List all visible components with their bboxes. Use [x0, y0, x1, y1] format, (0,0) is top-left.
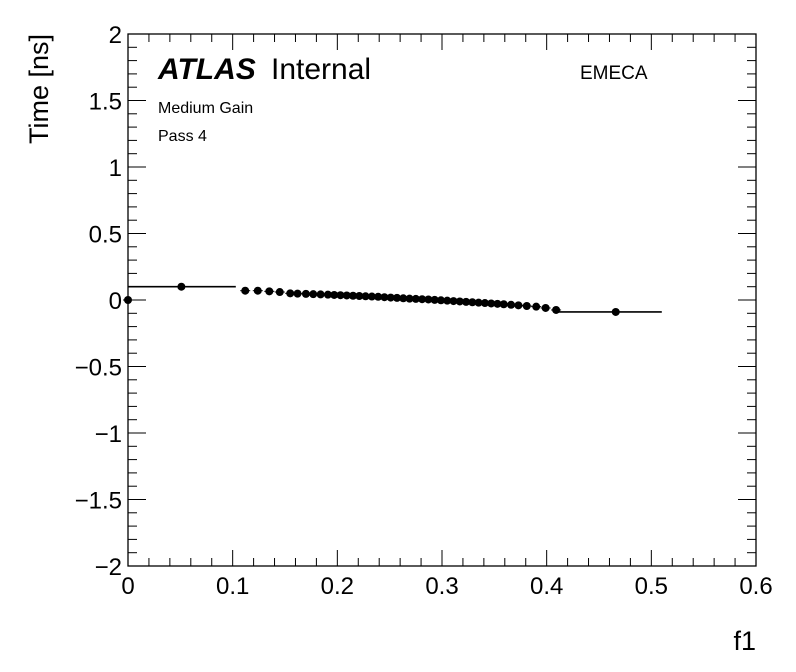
data-point: [336, 291, 345, 300]
data-point: [436, 296, 445, 305]
region-label: EMECA: [580, 63, 648, 84]
x-tick-labels: 0 0.1 0.2 0.3 0.4 0.5 0.6: [121, 573, 772, 600]
x-tick-label: 0.2: [321, 573, 354, 600]
data-point: [541, 303, 550, 312]
data-point: [342, 291, 351, 300]
data-point: [286, 289, 295, 298]
x-tick-label: 0.5: [635, 573, 668, 600]
data-point: [241, 286, 250, 295]
y-tick-labels: −2 −1.5 −1 −0.5 0 0.5 1 1.5 2: [75, 22, 122, 581]
data-point: [405, 294, 414, 303]
data-point: [386, 293, 395, 302]
data-point: [514, 301, 523, 310]
atlas-label: ATLAS: [157, 53, 256, 86]
data-point: [367, 292, 376, 301]
data-point: [443, 296, 452, 305]
y-tick-label: 1.5: [89, 89, 122, 116]
data-point: [611, 307, 620, 316]
data-point: [480, 299, 489, 308]
data-point: [499, 300, 508, 309]
data-point: [316, 290, 325, 299]
data-point: [507, 300, 516, 309]
pass-label: Pass 4: [158, 128, 207, 145]
data-point: [418, 295, 427, 304]
data-point: [552, 305, 561, 314]
x-axis-title: f1: [733, 626, 756, 656]
data-point: [275, 288, 284, 297]
data-point: [361, 292, 370, 301]
y-tick-label: 2: [109, 22, 122, 49]
y-tick-label: 0.5: [89, 222, 122, 249]
x-tick-label: 0.6: [739, 573, 772, 600]
y-tick-label: −2: [95, 554, 122, 581]
data-point: [265, 287, 274, 296]
y-tick-label: −1: [95, 421, 122, 448]
data-point: [124, 296, 132, 304]
data-point: [424, 295, 433, 304]
x-tick-label: 0.1: [216, 573, 249, 600]
data-point: [301, 289, 310, 298]
data-point: [522, 301, 531, 310]
data-points: [123, 282, 621, 316]
data-point: [532, 302, 541, 311]
data-point: [293, 289, 302, 298]
y-tick-label: −0.5: [75, 355, 122, 382]
data-point: [355, 292, 364, 301]
data-point: [411, 294, 420, 303]
data-point: [253, 286, 262, 295]
y-tick-label: 0: [109, 288, 122, 315]
axis-ticks: [127, 33, 757, 567]
data-point: [474, 298, 483, 307]
data-point: [430, 295, 439, 304]
data-point: [468, 298, 477, 307]
data-point: [493, 299, 502, 308]
y-tick-label: −1.5: [75, 488, 122, 515]
data-point: [323, 290, 332, 299]
data-point: [374, 292, 383, 301]
x-tick-label: 0.3: [425, 573, 458, 600]
data-point: [380, 293, 389, 302]
data-point: [462, 297, 471, 306]
data-point: [392, 293, 401, 302]
data-point: [449, 297, 458, 306]
data-point: [330, 290, 339, 299]
data-point: [177, 282, 186, 291]
data-point: [455, 297, 464, 306]
y-tick-label: 1: [109, 155, 122, 182]
y-axis-title: Time [ns]: [24, 34, 54, 144]
data-point: [349, 291, 358, 300]
x-tick-label: 0.4: [530, 573, 563, 600]
gain-label: Medium Gain: [158, 100, 253, 117]
data-point: [309, 290, 318, 299]
data-point: [487, 299, 496, 308]
x-tick-label: 0: [121, 573, 134, 600]
data-point: [399, 294, 408, 303]
internal-label: Internal: [271, 53, 371, 86]
